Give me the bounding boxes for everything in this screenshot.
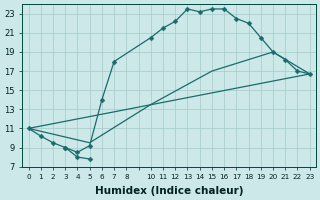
X-axis label: Humidex (Indice chaleur): Humidex (Indice chaleur): [95, 186, 244, 196]
